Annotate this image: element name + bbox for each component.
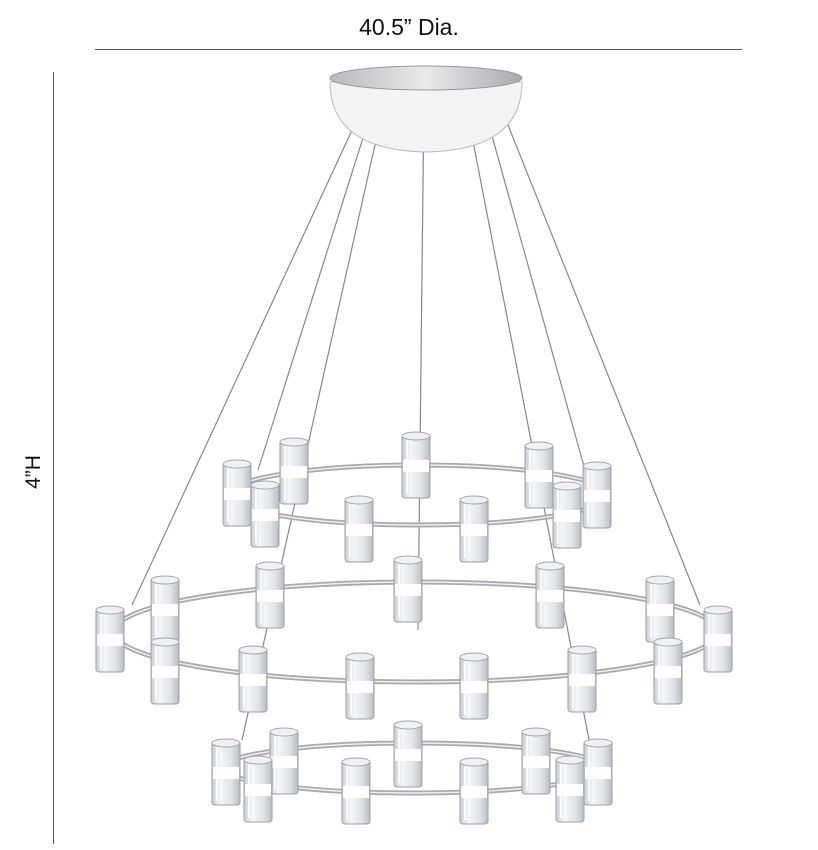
- light-cylinder: [238, 645, 268, 713]
- cable: [131, 99, 367, 606]
- cable: [417, 94, 425, 631]
- light-cylinder: [524, 441, 554, 509]
- cable: [257, 99, 376, 471]
- light-cylinder: [555, 755, 585, 823]
- light-cylinder: [393, 720, 423, 788]
- cable: [481, 99, 586, 471]
- light-cylinder: [255, 561, 285, 629]
- light-cylinder: [150, 637, 180, 705]
- light-cylinder: [459, 757, 489, 825]
- light-cylinder: [341, 757, 371, 825]
- light-cylinder: [150, 575, 180, 643]
- light-cylinder: [653, 637, 683, 705]
- light-cylinder: [279, 437, 309, 505]
- light-cylinder: [703, 605, 733, 673]
- light-cylinder: [582, 461, 612, 529]
- cable: [241, 99, 386, 741]
- diameter-dimension-line: [95, 49, 742, 50]
- light-cylinder: [345, 652, 375, 720]
- light-cylinder: [583, 738, 613, 806]
- diameter-label: 40.5” Dia.: [359, 14, 459, 40]
- light-cylinder: [521, 727, 551, 795]
- suspension-cables: [131, 94, 701, 746]
- cable: [497, 99, 701, 606]
- light-cylinder: [401, 431, 431, 499]
- light-cylinder: [552, 481, 582, 549]
- canopy: [329, 65, 523, 153]
- light-cylinder: [211, 738, 241, 806]
- cable: [464, 99, 591, 746]
- light-cylinder: [459, 495, 489, 563]
- height-dimension-line: [53, 72, 54, 844]
- light-cylinder: [269, 727, 299, 795]
- light-cylinders: [95, 431, 733, 825]
- light-cylinder: [535, 561, 565, 629]
- light-cylinder: [344, 495, 374, 563]
- light-cylinder: [393, 555, 423, 623]
- light-cylinder: [95, 605, 125, 673]
- light-cylinder: [645, 575, 675, 643]
- light-cylinder: [459, 652, 489, 720]
- light-cylinder: [250, 480, 280, 548]
- light-cylinder: [243, 755, 273, 823]
- light-cylinder: [567, 645, 597, 713]
- light-cylinder: [222, 459, 252, 527]
